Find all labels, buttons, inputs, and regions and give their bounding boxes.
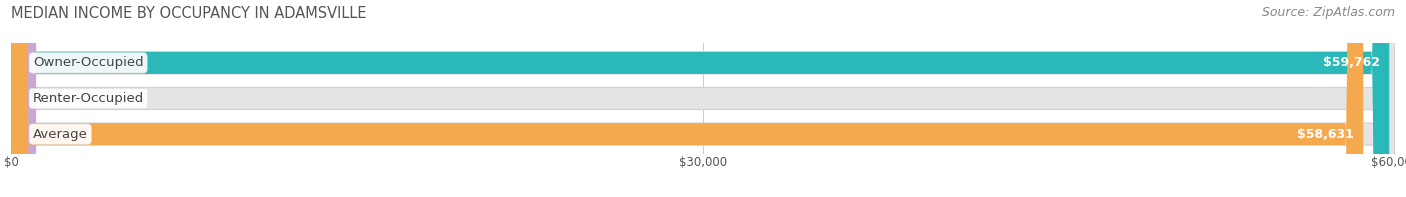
Text: Owner-Occupied: Owner-Occupied (32, 56, 143, 69)
FancyBboxPatch shape (11, 0, 37, 197)
Text: Renter-Occupied: Renter-Occupied (32, 92, 143, 105)
FancyBboxPatch shape (11, 0, 1395, 197)
FancyBboxPatch shape (11, 0, 1364, 197)
Text: Average: Average (32, 128, 87, 141)
Text: $59,762: $59,762 (1323, 56, 1381, 69)
Text: $0: $0 (46, 92, 62, 105)
FancyBboxPatch shape (11, 0, 1389, 197)
FancyBboxPatch shape (11, 0, 1395, 197)
Text: Source: ZipAtlas.com: Source: ZipAtlas.com (1261, 6, 1395, 19)
Text: MEDIAN INCOME BY OCCUPANCY IN ADAMSVILLE: MEDIAN INCOME BY OCCUPANCY IN ADAMSVILLE (11, 6, 367, 21)
FancyBboxPatch shape (11, 0, 1395, 197)
Text: $58,631: $58,631 (1298, 128, 1354, 141)
